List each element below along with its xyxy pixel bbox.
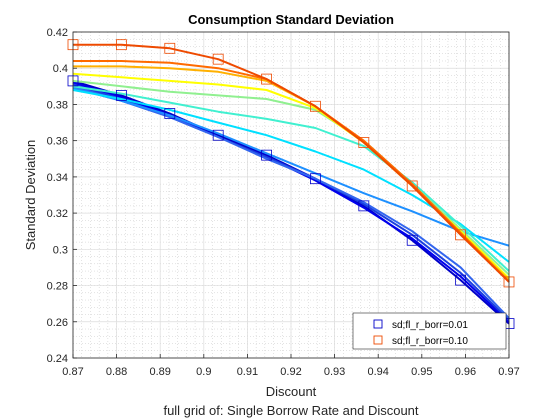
- series-marker-12: [455, 229, 467, 241]
- series-line-7: [72, 85, 510, 272]
- series-line-5: [72, 87, 510, 247]
- chart-title: Consumption Standard Deviation: [188, 12, 394, 27]
- y-tick-label: 0.42: [47, 27, 68, 39]
- x-axis-label: Discount: [266, 384, 317, 399]
- series-marker-12: [406, 180, 418, 192]
- x-tick-label: 0.96: [455, 366, 476, 378]
- x-tick-label: 0.89: [149, 366, 170, 378]
- x-tick-label: 0.88: [106, 366, 127, 378]
- legend-marker: [373, 319, 383, 329]
- x-tick-label: 0.87: [62, 366, 83, 378]
- x-tick-label: 0.9: [196, 366, 211, 378]
- y-tick-label: 0.34: [47, 172, 68, 184]
- legend-label: sd;fl_r_borr=0.01: [392, 320, 468, 331]
- y-tick-label: 0.3: [53, 244, 68, 256]
- series-marker-1: [455, 274, 467, 286]
- legend-marker: [373, 335, 383, 345]
- y-tick-label: 0.4: [53, 63, 68, 75]
- series-marker-1: [115, 89, 127, 101]
- series-marker-12: [310, 100, 321, 112]
- series-layer: [67, 39, 515, 329]
- legend-box: [352, 312, 507, 350]
- series-marker-1: [261, 149, 272, 161]
- legend-label: sd;fl_r_borr=0.10: [392, 336, 468, 347]
- series-marker-1: [310, 173, 321, 185]
- y-tick-label: 0.24: [47, 353, 68, 365]
- x-tick-label: 0.92: [280, 366, 301, 378]
- legend: sd;fl_r_borr=0.01 sd;fl_r_borr=0.10: [352, 312, 507, 350]
- y-tick-label: 0.36: [47, 136, 68, 148]
- x-axis-sublabel: full grid of: Single Borrow Rate and Dis…: [163, 403, 418, 418]
- x-tick-label: 0.95: [411, 366, 432, 378]
- y-tick-label: 0.38: [47, 99, 68, 111]
- x-tick-label: 0.97: [498, 366, 519, 378]
- series-marker-12: [261, 73, 272, 85]
- series-line-8: [72, 79, 510, 276]
- ticks: 0.87 0.88 0.89 0.9 0.91 0.92 0.93 0.94 0.95 0.96 0…: [47, 27, 520, 378]
- x-tick-label: 0.93: [324, 366, 345, 378]
- series-marker-1: [406, 234, 418, 246]
- series-marker-1: [212, 129, 224, 141]
- series-marker-12: [115, 39, 127, 51]
- x-tick-label: 0.91: [237, 366, 258, 378]
- series-marker-12: [358, 137, 370, 148]
- series-marker-1: [164, 108, 176, 119]
- y-axis-label: Standard Deviation: [23, 140, 38, 251]
- x-tick-label: 0.94: [367, 366, 388, 378]
- series-marker-1: [358, 200, 370, 212]
- y-tick-label: 0.26: [47, 317, 68, 329]
- y-tick-label: 0.28: [47, 281, 68, 293]
- series-line-12: [73, 43, 510, 283]
- series-marker-12: [164, 42, 176, 54]
- series-marker-12: [212, 53, 224, 65]
- y-tick-label: 0.32: [47, 208, 68, 220]
